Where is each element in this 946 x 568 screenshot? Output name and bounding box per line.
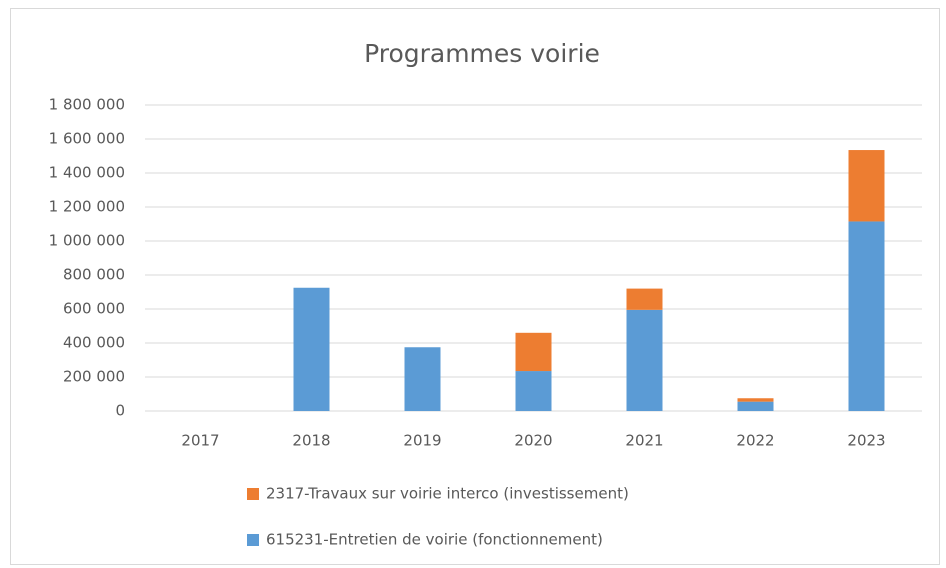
bar-segment bbox=[848, 221, 885, 411]
y-tick-label: 1 000 000 bbox=[49, 232, 125, 250]
bar-segment bbox=[626, 288, 663, 310]
y-tick-label: 400 000 bbox=[63, 334, 125, 352]
y-tick-label: 1 200 000 bbox=[49, 198, 125, 216]
y-tick-label: 600 000 bbox=[63, 300, 125, 318]
bar-segment bbox=[848, 150, 885, 222]
x-tick-label: 2019 bbox=[403, 432, 441, 450]
bar-segment bbox=[737, 401, 774, 411]
y-tick-label: 800 000 bbox=[63, 266, 125, 284]
x-tick-label: 2023 bbox=[847, 432, 885, 450]
x-tick-label: 2022 bbox=[736, 432, 774, 450]
bar-segment bbox=[515, 332, 552, 372]
bar-segment bbox=[404, 347, 441, 411]
bar-segment bbox=[293, 287, 330, 411]
legend-swatch bbox=[247, 534, 259, 546]
chart-title: Programmes voirie bbox=[364, 39, 600, 68]
bar-segment bbox=[737, 398, 774, 402]
legend-swatch bbox=[247, 488, 259, 500]
x-tick-label: 2017 bbox=[181, 432, 219, 450]
bar-segment bbox=[626, 309, 663, 411]
y-tick-label: 1 800 000 bbox=[49, 96, 125, 114]
bar-segment bbox=[515, 371, 552, 411]
legend-label: 2317-Travaux sur voirie interco (investi… bbox=[266, 485, 629, 503]
y-tick-label: 1 400 000 bbox=[49, 164, 125, 182]
x-tick-label: 2018 bbox=[292, 432, 330, 450]
chart-frame bbox=[10, 8, 940, 565]
y-tick-label: 200 000 bbox=[63, 368, 125, 386]
y-tick-label: 1 600 000 bbox=[49, 130, 125, 148]
y-tick-label: 0 bbox=[115, 402, 125, 420]
x-tick-label: 2020 bbox=[514, 432, 552, 450]
legend-label: 615231-Entretien de voirie (fonctionneme… bbox=[266, 531, 603, 549]
x-tick-label: 2021 bbox=[625, 432, 663, 450]
